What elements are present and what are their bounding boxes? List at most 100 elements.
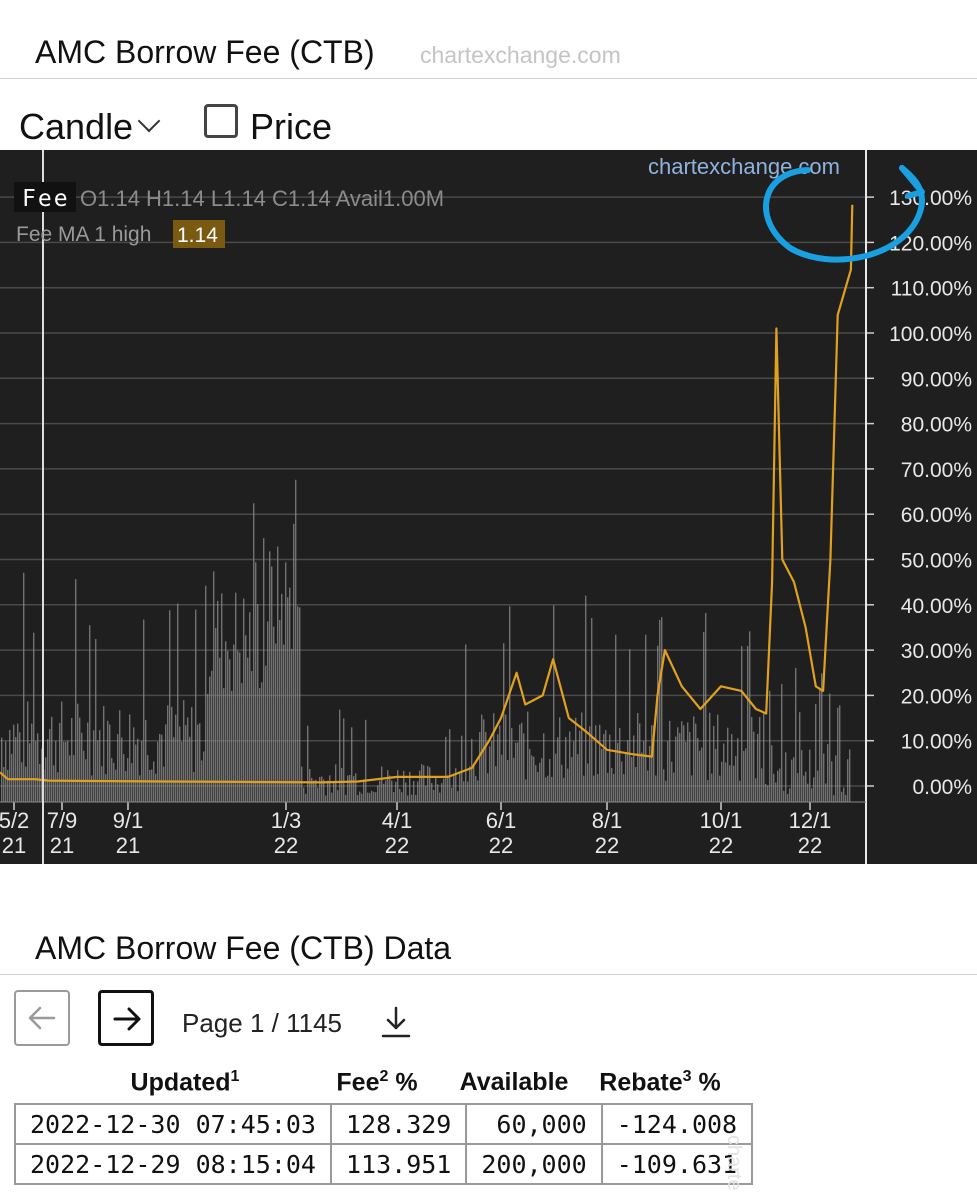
- availability-bar: [445, 736, 447, 802]
- availability-bar: [701, 747, 703, 802]
- column-header-available[interactable]: Available: [459, 1068, 569, 1096]
- y-tick-label: 100.00%: [889, 323, 972, 346]
- chart-type-dropdown[interactable]: Candle: [19, 106, 161, 148]
- availability-bar: [813, 777, 815, 802]
- availability-bar: [463, 781, 465, 802]
- next-page-button[interactable]: [98, 990, 154, 1046]
- availability-bar: [513, 757, 515, 802]
- availability-bar: [129, 714, 131, 802]
- availability-bar: [465, 644, 467, 802]
- availability-bar: [499, 725, 501, 802]
- availability-bar: [837, 707, 839, 802]
- availability-bar: [33, 632, 35, 802]
- availability-bar: [319, 776, 321, 802]
- availability-bar: [249, 612, 251, 802]
- table-row: 2022-12-29 08:15:04 113.951 200,000 -109…: [14, 1143, 754, 1185]
- previous-page-button[interactable]: [14, 990, 70, 1046]
- availability-bar: [735, 755, 737, 802]
- availability-bar: [261, 682, 263, 802]
- availability-bar: [789, 788, 791, 802]
- borrow-fee-table: 2022-12-30 07:45:03 128.329 60,000 -124.…: [14, 1103, 754, 1185]
- availability-bar: [205, 585, 207, 802]
- x-tick-label: 7/9: [47, 808, 78, 833]
- availability-bar: [843, 787, 845, 802]
- availability-bar: [605, 730, 607, 802]
- availability-bar: [275, 643, 277, 802]
- availability-bar: [745, 748, 747, 802]
- availability-bar: [669, 720, 671, 802]
- availability-bar: [349, 775, 351, 802]
- availability-bar: [293, 523, 295, 802]
- availability-bar: [443, 778, 445, 802]
- availability-bar: [89, 625, 91, 802]
- availability-bar: [629, 649, 631, 802]
- table-row: 2022-12-30 07:45:03 128.329 60,000 -124.…: [14, 1103, 754, 1145]
- y-tick-label: 70.00%: [901, 459, 972, 482]
- availability-bar: [461, 735, 463, 802]
- availability-bar: [159, 733, 161, 802]
- availability-bar: [627, 740, 629, 802]
- availability-bar: [739, 780, 741, 802]
- chart-watermark: chartexchange.com: [648, 154, 840, 179]
- availability-bar: [537, 771, 539, 802]
- availability-bar: [363, 779, 365, 802]
- availability-bar: [575, 717, 577, 802]
- availability-bar: [679, 733, 681, 802]
- column-header-updated[interactable]: Updated1: [130, 1068, 240, 1097]
- availability-bar: [259, 687, 261, 802]
- availability-bar: [285, 562, 287, 802]
- download-icon[interactable]: [378, 1004, 414, 1040]
- availability-bar: [551, 776, 553, 802]
- availability-bar: [439, 792, 441, 802]
- availability-bar: [343, 718, 345, 802]
- availability-bar: [695, 723, 697, 802]
- availability-bar: [709, 712, 711, 802]
- x-tick-label: 21: [2, 833, 26, 858]
- borrow-fee-chart[interactable]: 0.00% 10.00% 20.00% 30.00% 40.00% 50.00% 60.00…: [0, 150, 977, 864]
- availability-bar: [301, 766, 303, 802]
- availability-bar: [475, 775, 477, 802]
- availability-bar: [777, 770, 779, 802]
- availability-bar: [691, 775, 693, 802]
- availability-bar: [279, 619, 281, 802]
- availability-bar: [351, 727, 353, 802]
- availability-bar: [595, 725, 597, 802]
- chart-svg[interactable]: 0.00% 10.00% 20.00% 30.00% 40.00% 50.00% 60.00…: [0, 150, 977, 864]
- availability-bar: [593, 775, 595, 802]
- availability-bar: [799, 712, 801, 802]
- availability-bar: [657, 645, 659, 802]
- availability-bar: [505, 714, 507, 802]
- availability-bar: [409, 771, 411, 802]
- price-checkbox[interactable]: [204, 104, 238, 138]
- availability-bar: [369, 792, 371, 802]
- availability-bar: [241, 683, 243, 802]
- availability-bar: [287, 597, 289, 802]
- availability-bar: [277, 546, 279, 802]
- availability-bar: [769, 690, 771, 802]
- availability-bar: [15, 737, 17, 802]
- availability-bar: [485, 732, 487, 802]
- cell-rebate: -124.008: [600, 1103, 754, 1145]
- availability-bar: [131, 763, 133, 802]
- availability-bar: [671, 761, 673, 802]
- availability-bar: [731, 734, 733, 802]
- price-checkbox-label[interactable]: Price: [250, 106, 333, 147]
- availability-bar: [511, 728, 513, 802]
- availability-bar: [47, 739, 49, 802]
- availability-bar: [847, 759, 849, 802]
- availability-bar: [457, 791, 459, 802]
- x-tick-label: 1/3: [271, 808, 302, 833]
- availability-bar: [545, 777, 547, 802]
- availability-bar: [305, 793, 307, 802]
- availability-bar: [13, 724, 15, 802]
- cell-available: 60,000: [465, 1103, 603, 1145]
- availability-bar: [549, 759, 551, 802]
- column-header-fee[interactable]: Fee2 %: [336, 1068, 418, 1097]
- column-header-rebate[interactable]: Rebate3 %: [599, 1068, 721, 1097]
- series-label-box: [14, 182, 76, 212]
- availability-bar: [171, 706, 173, 802]
- availability-bar: [3, 766, 5, 802]
- availability-bar: [57, 772, 59, 802]
- availability-bar: [805, 771, 807, 802]
- availability-bar: [21, 762, 23, 802]
